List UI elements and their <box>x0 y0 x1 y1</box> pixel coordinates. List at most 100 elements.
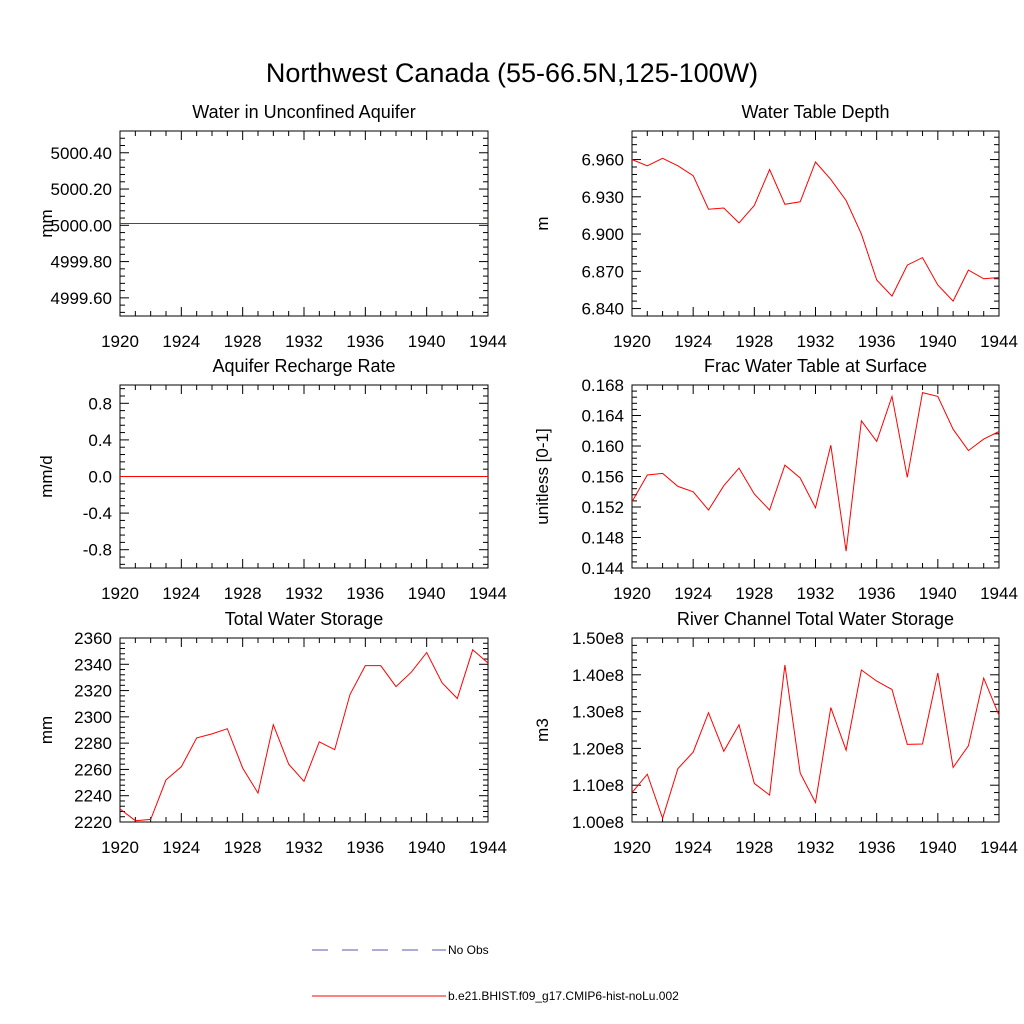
y-tick-label: 1.20e8 <box>572 739 624 758</box>
y-tick-label: 2220 <box>74 813 112 832</box>
x-tick-label: 1924 <box>162 584 200 603</box>
x-tick-label: 1940 <box>408 584 446 603</box>
y-tick-label: 1.10e8 <box>572 776 624 795</box>
y-tick-label: 2340 <box>74 655 112 674</box>
panel-1: Water in Unconfined Aquifer mm 1920 1924 192… <box>37 102 507 351</box>
series-line <box>631 391 1000 552</box>
x-tick-label: 1936 <box>858 332 896 351</box>
y-tick-label: 0.144 <box>581 559 624 578</box>
x-tick-label: 1940 <box>919 332 957 351</box>
x-tick-label: 1940 <box>919 838 957 857</box>
y-tick-label: 0.164 <box>581 407 624 426</box>
y-tick-label: 2360 <box>74 629 112 648</box>
y-tick-label: 5000.20 <box>51 180 112 199</box>
y-axis-label: mm/d <box>37 455 56 498</box>
x-tick-label: 1932 <box>797 838 835 857</box>
x-tick-label: 1920 <box>613 584 651 603</box>
x-tick-label: 1920 <box>101 584 139 603</box>
panel-2: Water Table Depth m 1920 1924 1928 1932 1936 19… <box>533 102 1018 351</box>
panels: Water in Unconfined Aquifer mm 1920 1924 192… <box>37 102 1018 857</box>
legend-no-obs-label: No Obs <box>448 943 489 957</box>
x-tick-label: 1932 <box>797 332 835 351</box>
plot-frame <box>631 130 1000 317</box>
x-tick-label: 1924 <box>674 332 712 351</box>
panel-3: Aquifer Recharge Rate mm/d 1920 1924 1928 193… <box>37 356 507 603</box>
x-tick-label: 1920 <box>101 332 139 351</box>
y-tick-label: 6.840 <box>581 300 624 319</box>
x-tick-label: 1940 <box>408 838 446 857</box>
x-tick-label: 1944 <box>469 838 507 857</box>
plot-frame <box>631 384 1000 569</box>
panel-title: Frac Water Table at Surface <box>704 356 927 376</box>
y-tick-label: 2300 <box>74 708 112 727</box>
y-tick-label: 6.870 <box>581 262 624 281</box>
x-tick-label: 1944 <box>980 838 1018 857</box>
x-tick-label: 1936 <box>858 584 896 603</box>
y-tick-label: 2240 <box>74 787 112 806</box>
x-tick-label: 1924 <box>162 332 200 351</box>
y-tick-label: 6.960 <box>581 151 624 170</box>
y-tick-label: 0.156 <box>581 468 624 487</box>
panel-title: Water in Unconfined Aquifer <box>192 102 415 122</box>
y-axis-label: m3 <box>533 718 552 742</box>
y-tick-label: 4999.80 <box>51 253 112 272</box>
panel-title: Aquifer Recharge Rate <box>212 356 395 376</box>
x-tick-label: 1944 <box>469 584 507 603</box>
panel-6: River Channel Total Water Storage m3 1920 1… <box>533 609 1018 857</box>
legend: No Obs b.e21.BHIST.f09_g17.CMIP6-hist-no… <box>312 943 679 1003</box>
series-line <box>119 648 489 822</box>
x-tick-label: 1924 <box>162 838 200 857</box>
y-tick-label: 0.4 <box>88 431 112 450</box>
figure-title: Northwest Canada (55-66.5N,125-100W) <box>266 58 758 88</box>
series-line <box>631 664 1000 820</box>
x-tick-label: 1928 <box>735 332 773 351</box>
x-tick-label: 1936 <box>346 838 384 857</box>
y-tick-label: 0.148 <box>581 529 624 548</box>
panel-title: River Channel Total Water Storage <box>677 609 954 629</box>
x-tick-label: 1944 <box>980 332 1018 351</box>
y-tick-label: 0.8 <box>88 394 112 413</box>
y-tick-label: 0.160 <box>581 437 624 456</box>
x-tick-label: 1928 <box>224 332 262 351</box>
x-tick-label: 1932 <box>797 584 835 603</box>
x-tick-label: 1936 <box>858 838 896 857</box>
x-tick-label: 1936 <box>346 584 384 603</box>
y-tick-label: 1.00e8 <box>572 813 624 832</box>
x-tick-label: 1932 <box>285 332 323 351</box>
y-tick-label: -0.4 <box>83 504 112 523</box>
x-tick-label: 1944 <box>980 584 1018 603</box>
x-tick-label: 1932 <box>285 838 323 857</box>
y-tick-label: 0.168 <box>581 376 624 395</box>
y-tick-label: 6.900 <box>581 225 624 244</box>
x-tick-label: 1920 <box>101 838 139 857</box>
x-tick-label: 1944 <box>469 332 507 351</box>
y-tick-label: 2280 <box>74 734 112 753</box>
x-tick-label: 1940 <box>408 332 446 351</box>
y-tick-label: 0.0 <box>88 468 112 487</box>
y-tick-label: 1.40e8 <box>572 666 624 685</box>
x-tick-label: 1940 <box>919 584 957 603</box>
y-tick-label: 5000.00 <box>51 216 112 235</box>
y-tick-label: 1.30e8 <box>572 703 624 722</box>
x-tick-label: 1928 <box>224 838 262 857</box>
y-axis-label: m <box>533 216 552 230</box>
panel-title: Water Table Depth <box>741 102 889 122</box>
y-axis-label: unitless [0-1] <box>533 428 552 524</box>
y-tick-label: 4999.60 <box>51 289 112 308</box>
x-tick-label: 1924 <box>674 584 712 603</box>
x-tick-label: 1928 <box>735 838 773 857</box>
y-axis-label: mm <box>37 209 56 237</box>
y-tick-label: 2260 <box>74 760 112 779</box>
y-tick-label: 6.930 <box>581 188 624 207</box>
x-tick-label: 1920 <box>613 332 651 351</box>
x-tick-label: 1932 <box>285 584 323 603</box>
plot-frame <box>631 637 1000 823</box>
panel-title: Total Water Storage <box>225 609 383 629</box>
legend-model-label: b.e21.BHIST.f09_g17.CMIP6-hist-noLu.002 <box>448 989 679 1003</box>
y-axis-label: mm <box>37 716 56 744</box>
y-tick-label: 5000.40 <box>51 144 112 163</box>
panel-5: Total Water Storage mm 1920 1924 1928 1932 193… <box>37 609 507 857</box>
x-tick-label: 1924 <box>674 838 712 857</box>
y-tick-label: 1.50e8 <box>572 629 624 648</box>
